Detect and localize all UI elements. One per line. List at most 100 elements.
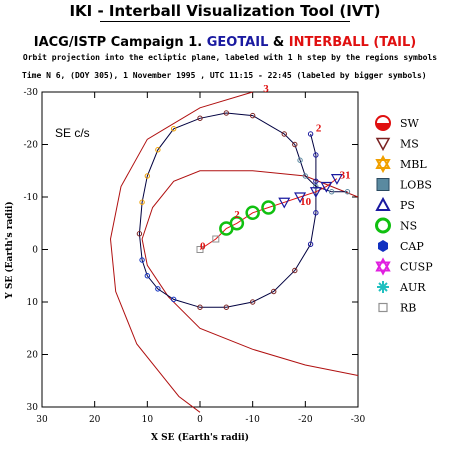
orbit-hour-label: 3: [263, 83, 269, 95]
interball-point: [196, 246, 204, 253]
app-title: IKI - Interball Visualization Tool (IVT): [69, 2, 381, 20]
geotail-label: GEOTAIL: [206, 35, 269, 50]
geotail-point: [136, 231, 143, 237]
legend-label-cap: CAP: [400, 240, 424, 253]
legend-label-ms: MS: [400, 138, 419, 151]
geotail-point: [271, 288, 277, 295]
aur-legend-symbol: [377, 281, 389, 293]
legend-label-mbl: MBL: [400, 158, 427, 171]
interball-point: [212, 235, 220, 243]
legend-label-rb: RB: [400, 302, 416, 315]
point-labels: 0 2 2 31 3 10: [200, 83, 351, 253]
geotail-point: [144, 273, 151, 279]
geotail-orbit-line: [138, 112, 348, 308]
geotail-point: [249, 299, 256, 305]
interball-point: [245, 205, 260, 220]
geotail-point: [139, 257, 145, 263]
geotail-point: [144, 173, 151, 179]
lobs-legend-symbol: [376, 178, 390, 191]
y-tick-label: 20: [27, 351, 39, 361]
legend-label-lobs: LOBS: [400, 179, 432, 192]
interball-point: [261, 200, 276, 215]
orbit-tracks: [136, 110, 351, 310]
geotail-point: [281, 131, 287, 137]
x-tick-label: -20: [298, 415, 313, 425]
x-tick-label: -30: [351, 415, 366, 425]
ms-legend-symbol: [375, 137, 391, 152]
geotail-point: [297, 157, 303, 163]
geotail-point: [170, 126, 177, 132]
geotail-point: [292, 267, 298, 274]
sw-legend-symbol-fill: [376, 123, 390, 130]
boundary-curves: [109, 91, 359, 413]
bow-shock-curve: [109, 91, 253, 413]
legend-label-aur: AUR: [399, 281, 426, 294]
ns-legend-symbol: [375, 217, 391, 234]
geotail-point: [223, 304, 230, 310]
x-tick-label: 30: [36, 415, 48, 425]
x-axis-label: X SE (Earth's radii): [151, 432, 249, 443]
y-tick-label: 30: [27, 403, 39, 413]
x-tick-label: 20: [89, 415, 101, 425]
legend-label-cusp: CUSP: [400, 261, 433, 274]
y-tick-label: -30: [24, 88, 39, 98]
ps-legend-symbol: [375, 196, 391, 211]
y-tick-label: -20: [24, 141, 39, 151]
interball-point: [320, 181, 333, 193]
cap-legend-symbol: [378, 240, 388, 252]
x-tick-label: -10: [245, 415, 260, 425]
orbit-hour-label: 2: [234, 209, 240, 221]
orbit-hour-label: 10: [300, 196, 312, 208]
and-label: &: [272, 35, 285, 50]
cusp-legend-symbol: [375, 257, 391, 276]
y-tick-label: 0: [32, 246, 38, 256]
geotail-point: [197, 115, 203, 121]
campaign-subtitle: IACG/ISTP Campaign 1. GEOTAIL & INTERBAL…: [0, 35, 450, 50]
geotail-point: [197, 304, 203, 310]
geotail-point: [313, 183, 319, 190]
interball-point: [229, 216, 245, 231]
orbit-hour-label: 0: [200, 241, 206, 253]
orbit-projection-note: Orbit projection into the ecliptic plane…: [22, 53, 438, 62]
campaign-label: IACG/ISTP Campaign 1.: [33, 35, 203, 50]
interball-point: [294, 192, 307, 204]
rb-legend-symbol: [378, 302, 388, 313]
magnetopause-curve: [141, 170, 359, 376]
interball-point: [278, 197, 291, 209]
geotail-point: [223, 110, 230, 116]
geotail-point: [155, 286, 161, 292]
y-tick-label: 10: [27, 298, 39, 308]
geotail-point: [328, 189, 335, 195]
frame-label: SE c/s: [55, 126, 90, 140]
geotail-point: [155, 147, 161, 153]
geotail-point: [313, 152, 319, 158]
geotail-point: [307, 241, 314, 247]
interball-point: [330, 174, 343, 185]
time-range-note: Time N 6, (DOY 305), 1 November 1995 , U…: [22, 71, 427, 80]
x-tick-label: 10: [142, 415, 154, 425]
y-axis-label: Y SE (Earth's radii): [4, 201, 15, 299]
mbl-legend-symbol: [375, 154, 391, 174]
geotail-point: [302, 173, 309, 179]
geotail-point: [249, 112, 256, 119]
geotail-point: [307, 131, 314, 137]
legend-label-ps: PS: [400, 199, 415, 212]
legend-label-sw: SW: [400, 117, 420, 130]
geotail-point: [313, 178, 319, 184]
y-tick-label: -10: [24, 193, 39, 203]
x-tick-label: 0: [197, 415, 203, 425]
interball-label: INTERBALL (TAIL): [288, 35, 417, 50]
geotail-point: [313, 210, 319, 216]
geotail-point: [344, 189, 351, 195]
geotail-point: [292, 141, 298, 148]
interball-point: [309, 187, 322, 198]
legend-label-ns: NS: [400, 220, 417, 233]
region-legend: SW MS MBL LOBS PS NS CAP CUSP AUR RB: [375, 115, 433, 315]
orbit-hour-label: 31: [340, 170, 351, 182]
geotail-point: [139, 199, 145, 205]
title-underline: [100, 21, 350, 22]
orbit-hour-label: 2: [316, 122, 322, 134]
geotail-point: [170, 296, 177, 303]
